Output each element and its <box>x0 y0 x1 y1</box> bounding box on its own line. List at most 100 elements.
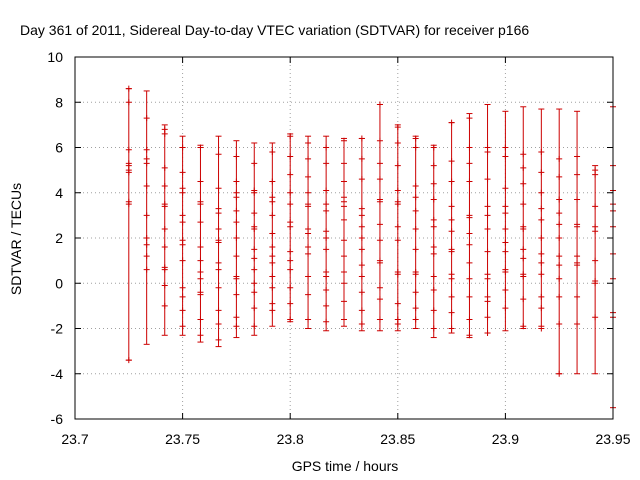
data-point <box>376 237 383 244</box>
data-point <box>215 336 222 343</box>
data-point <box>143 160 150 167</box>
data-point <box>448 325 455 332</box>
data-point <box>287 257 294 264</box>
data-point <box>251 189 258 196</box>
data-point <box>520 323 527 330</box>
data-point <box>538 305 545 312</box>
y-tick-label: -6 <box>51 411 64 427</box>
data-point <box>197 275 204 282</box>
data-point <box>484 203 491 210</box>
data-point <box>323 287 330 294</box>
data-point <box>592 203 599 210</box>
data-point <box>430 180 437 187</box>
data-point <box>358 246 365 253</box>
data-point <box>215 266 222 273</box>
data-point <box>484 298 491 305</box>
data-point <box>215 307 222 314</box>
data-point <box>466 115 473 122</box>
data-point <box>287 189 294 196</box>
data-point <box>358 273 365 280</box>
data-point <box>233 219 240 226</box>
data-point <box>556 196 563 203</box>
data-point <box>197 257 204 264</box>
data-point <box>412 144 419 151</box>
data-point <box>376 296 383 303</box>
error-bar-group <box>269 142 276 327</box>
data-point <box>520 273 527 280</box>
data-point <box>376 137 383 144</box>
error-bar-group <box>305 135 312 329</box>
data-point <box>161 244 168 251</box>
data-point <box>376 176 383 183</box>
data-point <box>538 169 545 176</box>
data-point <box>520 246 527 253</box>
x-tick-label: 23.85 <box>380 431 415 447</box>
data-point <box>251 210 258 217</box>
data-point <box>502 203 509 210</box>
data-point <box>394 139 401 146</box>
data-point <box>323 246 330 253</box>
error-bar-group <box>376 101 383 332</box>
data-point <box>520 201 527 208</box>
data-point <box>143 253 150 260</box>
chart-title: Day 361 of 2011, Sidereal Day-to-day VTE… <box>20 22 529 38</box>
data-point <box>412 305 419 312</box>
data-point <box>323 235 330 241</box>
data-point <box>394 201 401 208</box>
data-point <box>574 153 581 160</box>
data-point <box>215 210 222 217</box>
data-point <box>323 144 330 151</box>
error-bar-group <box>430 144 437 339</box>
data-point <box>269 178 276 185</box>
data-point <box>538 259 545 266</box>
data-point <box>305 291 312 298</box>
error-bar-series <box>125 85 616 409</box>
data-point <box>305 273 312 280</box>
data-point <box>179 144 186 151</box>
data-point <box>251 255 258 262</box>
data-point <box>430 162 437 169</box>
data-point <box>520 164 527 171</box>
data-point <box>179 257 186 264</box>
data-point <box>412 246 419 253</box>
data-point <box>233 323 240 330</box>
error-bar-group <box>323 135 330 332</box>
y-tick-label: 6 <box>55 140 63 156</box>
data-point <box>179 219 186 226</box>
data-point <box>376 316 383 323</box>
error-bar-group <box>466 113 473 339</box>
data-point <box>215 151 222 158</box>
data-point <box>305 203 312 210</box>
data-point <box>305 173 312 180</box>
data-point <box>502 185 509 192</box>
data-point <box>556 253 563 260</box>
error-bar-group <box>251 142 258 336</box>
data-point <box>358 205 365 212</box>
data-point <box>394 187 401 194</box>
error-bar-group <box>520 106 527 330</box>
data-point <box>215 225 222 232</box>
data-point <box>574 293 581 300</box>
data-point <box>161 282 168 289</box>
data-point <box>520 151 527 158</box>
data-point <box>412 225 419 232</box>
data-point <box>269 244 276 251</box>
data-point <box>358 212 365 219</box>
data-point <box>448 203 455 210</box>
data-point <box>143 115 150 122</box>
data-point <box>251 246 258 253</box>
data-point <box>502 248 509 255</box>
data-point <box>358 135 365 142</box>
data-point <box>592 171 599 178</box>
data-point <box>323 201 330 208</box>
data-point <box>394 162 401 169</box>
data-point <box>269 307 276 314</box>
data-point <box>287 153 294 160</box>
data-point <box>197 244 204 251</box>
data-point <box>287 248 294 255</box>
data-point <box>358 176 365 183</box>
data-point <box>215 239 222 246</box>
data-point <box>466 230 473 237</box>
error-bar-group <box>502 110 509 332</box>
error-bar-group <box>394 124 401 332</box>
